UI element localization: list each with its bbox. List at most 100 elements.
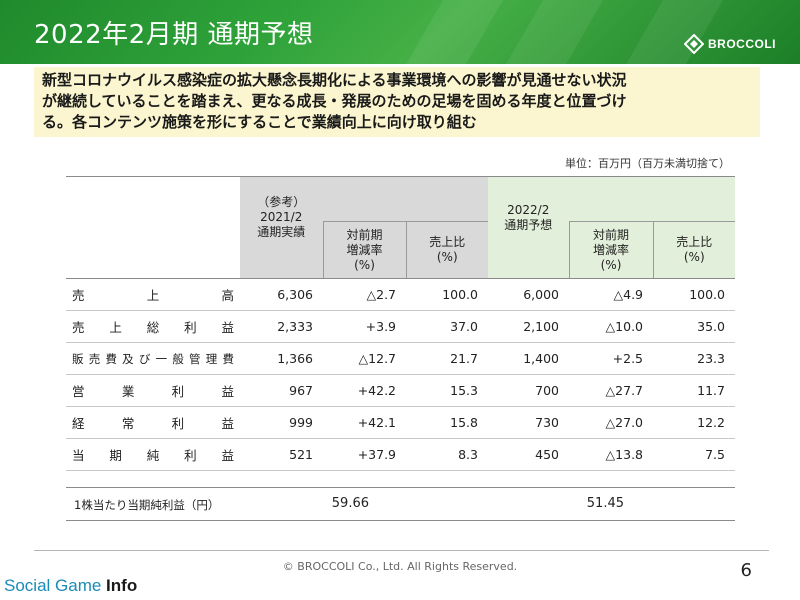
header-forecast-top-band [569, 176, 735, 222]
cell-r2: 35.0 [653, 310, 735, 343]
row-label-char: 営 [72, 384, 85, 399]
header-stripe [485, 0, 615, 64]
cell-v1: 1,366 [240, 342, 323, 375]
header-forecast-ratio: 売上比 (%) [652, 221, 735, 279]
cell-c2: △13.8 [569, 438, 653, 471]
cell-r2: 7.5 [653, 438, 735, 471]
row-label-char: 益 [221, 448, 234, 463]
header-text: 2022/2 [507, 202, 550, 217]
row-label: 販売費及び一般管理費 [66, 342, 240, 375]
row-label-char: 益 [221, 320, 234, 335]
cell-v2: 700 [488, 374, 569, 407]
cell-r1: 21.7 [406, 342, 488, 375]
page-title: 2022年2月期 通期予想 [34, 20, 314, 50]
logo-text: BROCCOLI [708, 37, 776, 51]
header-text: 対前期 [346, 227, 383, 242]
table-row: 当 期 純 利 益 521 +37.9 8.3 450 △13.8 7.5 [66, 438, 735, 471]
table-row: 営 業 利 益 967 +42.2 15.3 700 △27.7 11.7 [66, 374, 735, 407]
header-blank-cell [66, 176, 240, 279]
cell-r2: 23.3 [653, 342, 735, 375]
row-label-char: 一 [155, 351, 168, 366]
header-text: （参考） [257, 195, 306, 209]
header-text: (%) [600, 257, 622, 272]
broccoli-logo: BROCCOLI [684, 34, 776, 54]
row-label-char: 益 [221, 384, 234, 399]
row-label-char: 販 [72, 351, 84, 366]
row-label: 売上高 [66, 278, 240, 311]
header-forecast-yoy: 対前期 増減率 (%) [568, 221, 653, 279]
row-label-char: 及 [122, 351, 134, 366]
cell-r1: 37.0 [406, 310, 488, 343]
header-text: 増減率 [346, 242, 383, 257]
table-row: 売上高 6,306 △2.7 100.0 6,000 △4.9 100.0 [66, 278, 735, 311]
cell-r1: 15.8 [406, 406, 488, 439]
broccoli-logo-icon [684, 34, 704, 54]
header-prev-top-band [323, 176, 488, 222]
header-text: 通期予想 [504, 217, 553, 232]
row-label-char: 総 [146, 320, 160, 335]
cell-v2: 2,100 [488, 310, 569, 343]
cell-c2: △10.0 [569, 310, 653, 343]
row-label-char: 売 [88, 351, 101, 366]
forecast-table: （参考） 2021/2 通期実績 2022/2 通期予想 対前期 増減率 (%)… [66, 176, 735, 471]
row-label-char: 費 [222, 351, 234, 366]
cell-r2: 12.2 [653, 406, 735, 439]
row-label-char: 利 [184, 320, 197, 335]
cell-r2: 100.0 [653, 278, 735, 311]
header-text: 通期実績 [257, 225, 306, 239]
row-label-char: 高 [221, 288, 234, 303]
row-label-char: 益 [221, 416, 234, 431]
cell-v1: 999 [240, 406, 323, 439]
cell-v1: 521 [240, 438, 323, 471]
eps-forecast-value: 51.45 [586, 496, 624, 511]
page-number: 6 [740, 560, 752, 581]
eps-prev-value: 59.66 [331, 496, 369, 511]
header-text: 売上比 [676, 235, 713, 249]
row-label-char: 上 [146, 288, 160, 303]
row-label-char: 管 [189, 351, 201, 366]
row-label-char: 般 [172, 351, 184, 366]
header-text: 売上比 [429, 235, 466, 249]
row-label-char: 経 [72, 416, 85, 431]
lead-line: る。各コンテンツ施策を形にすることで業績向上に向け取り組む [42, 113, 477, 131]
eps-row: 1株当たり当期純利益（円） 59.66 51.45 [66, 487, 735, 521]
table-body: 売上高 6,306 △2.7 100.0 6,000 △4.9 100.0 売上総利益 2,33… [66, 278, 735, 471]
row-label-char: び [138, 351, 151, 366]
header-text: 増減率 [592, 242, 629, 257]
footer-divider [34, 550, 769, 551]
header-prev-actual: （参考） 2021/2 通期実績 [240, 176, 323, 279]
cell-c2: △27.0 [569, 406, 653, 439]
table-header-row: （参考） 2021/2 通期実績 2022/2 通期予想 [66, 176, 735, 279]
row-label-char: 利 [184, 448, 197, 463]
row-label-char: 常 [121, 416, 135, 431]
cell-r1: 15.3 [406, 374, 488, 407]
eps-label: 1株当たり当期純利益（円） [74, 498, 220, 512]
header-forecast: 2022/2 通期予想 [488, 176, 569, 279]
lead-line: が継続していることを踏まえ、更なる成長・発展のための足場を固める年度と位置づけ [42, 92, 627, 110]
header-text: 2021/2 [260, 210, 303, 224]
row-label-char: 業 [121, 384, 135, 399]
table-subheader-row: 対前期 増減率 (%) 売上比 (%) 対前期 増減率 (%) 売上比 (%) [66, 221, 735, 279]
cell-v2: 730 [488, 406, 569, 439]
cell-c2: △27.7 [569, 374, 653, 407]
watermark: Social Game Info [4, 576, 137, 596]
row-label: 売上総利益 [66, 310, 240, 343]
lead-line: 新型コロナウイルス感染症の拡大懸念長期化による事業環境への影響が見通せない状況 [42, 71, 627, 89]
watermark-part2: Info [106, 576, 138, 595]
header-band: 2022年2月期 通期予想 BROCCOLI [0, 0, 800, 64]
row-label-char: 上 [109, 320, 122, 335]
row-label: 当期純利益 [66, 438, 240, 471]
row-label-char: 売 [72, 288, 85, 303]
row-label: 営業利益 [66, 374, 240, 407]
row-label-char: 当 [72, 448, 85, 463]
copyright: © BROCCOLI Co., Ltd. All Rights Reserved… [282, 560, 518, 573]
cell-v2: 6,000 [488, 278, 569, 311]
row-label: 経常利益 [66, 406, 240, 439]
row-label-char: 費 [105, 351, 117, 366]
cell-c2: △4.9 [569, 278, 653, 311]
header-prev-yoy: 対前期 増減率 (%) [322, 221, 406, 279]
table-row: 売 上 総 利 益 2,333 +3.9 37.0 2,100 △10.0 35.0 [66, 310, 735, 343]
row-label-char: 純 [146, 448, 160, 463]
cell-c1: +42.1 [323, 406, 406, 439]
watermark-part1: Social Game [4, 576, 107, 595]
